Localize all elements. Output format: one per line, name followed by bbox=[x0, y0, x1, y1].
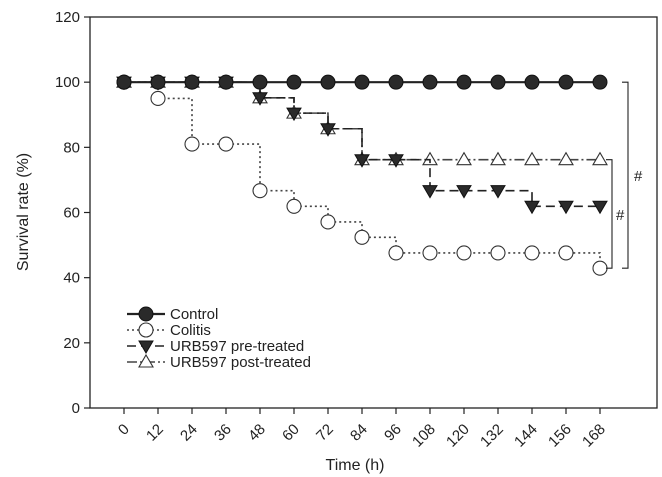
legend-marker bbox=[138, 353, 154, 368]
bracket-control-vs-colitis bbox=[622, 81, 629, 269]
data-point-control bbox=[116, 74, 132, 90]
y-tick-label: 100 bbox=[55, 74, 80, 91]
x-axis: 0 12 24 36 48 60 72 84 96 108 120 132 144 156 168 bbox=[115, 408, 609, 451]
data-point-colitis bbox=[456, 245, 472, 261]
data-point-colitis bbox=[218, 136, 234, 152]
data-point-urb597-pre-treated bbox=[422, 185, 438, 199]
data-point-control bbox=[184, 74, 200, 90]
y-tick-label: 40 bbox=[63, 270, 80, 287]
y-tick-label: 80 bbox=[63, 139, 80, 156]
y-tick-label: 120 bbox=[55, 9, 80, 26]
data-point-urb597-post-treated bbox=[524, 151, 540, 166]
data-point-urb597-post-treated bbox=[422, 151, 438, 166]
significance-label: # bbox=[634, 168, 643, 185]
data-point-control bbox=[150, 74, 166, 90]
x-tick-label: 168 bbox=[579, 421, 609, 451]
data-point-control bbox=[422, 74, 438, 90]
y-axis-title: Survival rate (%) bbox=[15, 153, 32, 271]
data-point-urb597-post-treated bbox=[592, 151, 608, 166]
x-tick-label: 120 bbox=[443, 421, 473, 451]
legend-label: URB597 post-treated bbox=[170, 354, 311, 371]
data-point-colitis bbox=[422, 245, 438, 261]
data-point-control bbox=[388, 74, 404, 90]
y-axis: 0 20 40 60 80 100 120 bbox=[55, 9, 90, 417]
legend-label: Colitis bbox=[170, 322, 211, 339]
series-line-colitis bbox=[124, 81, 601, 269]
data-point-urb597-pre-treated bbox=[524, 200, 540, 215]
data-point-colitis bbox=[490, 245, 506, 261]
data-point-urb597-pre-treated bbox=[354, 154, 370, 168]
x-tick-label: 48 bbox=[245, 421, 269, 445]
data-point-colitis bbox=[558, 245, 574, 261]
data-point-colitis bbox=[320, 214, 336, 230]
data-point-urb597-pre-treated bbox=[558, 200, 574, 215]
data-point-urb597-post-treated bbox=[456, 151, 472, 166]
data-point-colitis bbox=[592, 260, 608, 276]
data-point-control bbox=[354, 74, 370, 90]
legend-label: Control bbox=[170, 306, 218, 323]
data-point-control bbox=[286, 74, 302, 90]
legend-marker bbox=[138, 306, 154, 322]
data-point-urb597-pre-treated bbox=[592, 200, 608, 215]
x-tick-label: 108 bbox=[409, 421, 439, 451]
data-point-colitis bbox=[286, 198, 302, 214]
data-point-control bbox=[592, 74, 608, 90]
data-point-control bbox=[218, 74, 234, 90]
significance-label: # bbox=[616, 207, 625, 224]
y-tick-label: 0 bbox=[72, 400, 80, 417]
data-point-control bbox=[252, 74, 268, 90]
x-tick-label: 0 bbox=[115, 421, 133, 439]
y-tick-label: 20 bbox=[63, 335, 80, 352]
series-control bbox=[116, 74, 608, 90]
x-tick-label: 156 bbox=[545, 421, 575, 451]
legend-item-urb597-post-treated: URB597 post-treated bbox=[127, 353, 311, 371]
data-point-control bbox=[524, 74, 540, 90]
x-tick-label: 24 bbox=[177, 421, 201, 445]
x-tick-label: 96 bbox=[381, 421, 405, 445]
data-point-control bbox=[456, 74, 472, 90]
series-colitis bbox=[116, 74, 608, 276]
data-point-urb597-pre-treated bbox=[490, 185, 506, 199]
x-tick-label: 84 bbox=[347, 421, 371, 445]
x-tick-label: 144 bbox=[511, 421, 541, 451]
data-point-urb597-pre-treated bbox=[388, 154, 404, 168]
data-point-control bbox=[320, 74, 336, 90]
data-point-urb597-post-treated bbox=[558, 151, 574, 166]
data-point-colitis bbox=[388, 245, 404, 261]
y-tick-label: 60 bbox=[63, 205, 80, 222]
data-point-colitis bbox=[150, 90, 166, 107]
data-point-colitis bbox=[354, 229, 370, 245]
legend-item-urb597-pre-treated: URB597 pre-treated bbox=[127, 338, 304, 355]
x-tick-label: 36 bbox=[211, 421, 235, 445]
x-tick-label: 72 bbox=[313, 421, 337, 445]
data-point-urb597-pre-treated bbox=[252, 92, 268, 106]
data-point-colitis bbox=[252, 183, 268, 199]
data-point-colitis bbox=[184, 136, 200, 152]
legend-item-colitis: Colitis bbox=[127, 322, 211, 339]
x-tick-label: 132 bbox=[477, 421, 507, 451]
data-point-control bbox=[490, 74, 506, 90]
data-point-urb597-pre-treated bbox=[456, 185, 472, 199]
legend-item-control: Control bbox=[127, 306, 218, 323]
legend-marker bbox=[138, 340, 154, 354]
x-tick-label: 60 bbox=[279, 421, 303, 445]
data-point-urb597-pre-treated bbox=[286, 107, 302, 122]
x-tick-label: 12 bbox=[143, 421, 167, 445]
x-axis-title: Time (h) bbox=[326, 457, 385, 474]
series-layer bbox=[116, 74, 608, 276]
bracket-colitis-vs-post bbox=[606, 159, 613, 269]
data-point-urb597-post-treated bbox=[490, 151, 506, 166]
significance-brackets: ## bbox=[606, 81, 643, 269]
data-point-control bbox=[558, 74, 574, 90]
legend-label: URB597 pre-treated bbox=[170, 338, 304, 355]
legend-marker bbox=[138, 322, 154, 338]
data-point-colitis bbox=[524, 245, 540, 261]
data-point-urb597-pre-treated bbox=[320, 123, 336, 137]
